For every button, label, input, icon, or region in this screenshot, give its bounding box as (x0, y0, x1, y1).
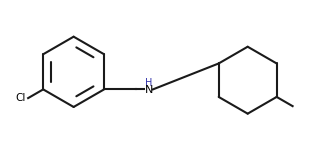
Text: H: H (145, 78, 152, 88)
Text: N: N (144, 85, 153, 95)
Text: Cl: Cl (15, 93, 26, 103)
